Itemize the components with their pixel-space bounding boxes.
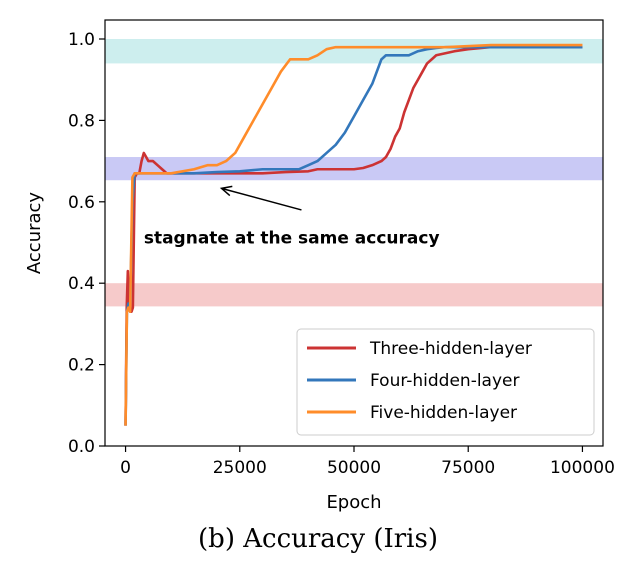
x-tick-label: 75000 bbox=[441, 458, 495, 478]
accuracy-band-1 bbox=[105, 39, 603, 64]
x-tick-label: 0 bbox=[120, 458, 131, 478]
y-tick-label: 0.0 bbox=[68, 437, 95, 457]
accuracy-chart: 0 25000 50000 75000 100000 0.0 0.2 0.4 0.6 0.8 1.… bbox=[24, 19, 615, 513]
legend-item: Four-hidden-layer bbox=[307, 371, 519, 391]
annotation-text: stagnate at the same accuracy bbox=[144, 229, 440, 249]
legend-item: Five-hidden-layer bbox=[307, 403, 517, 423]
y-tick-label: 1.0 bbox=[68, 30, 95, 50]
legend-label: Three-hidden-layer bbox=[369, 339, 532, 359]
legend: Three-hidden-layer Four-hidden-layer Five-… bbox=[296, 328, 595, 436]
legend-label: Four-hidden-layer bbox=[370, 371, 519, 391]
x-tick-label: 100000 bbox=[550, 458, 615, 478]
x-axis-label: Epoch bbox=[326, 492, 381, 513]
accuracy-band-3 bbox=[105, 283, 603, 307]
y-tick-label: 0.8 bbox=[68, 111, 95, 131]
legend-box bbox=[296, 328, 595, 436]
annotation-arrow bbox=[221, 187, 302, 211]
y-axis-label: Accuracy bbox=[24, 192, 45, 275]
annotation-arrowhead bbox=[219, 185, 233, 197]
x-tick-label: 25000 bbox=[213, 458, 267, 478]
annotation: stagnate at the same accuracy bbox=[144, 185, 440, 249]
y-axis-ticks: 0.0 0.2 0.4 0.6 0.8 1.0 bbox=[68, 30, 105, 457]
legend-item: Three-hidden-layer bbox=[307, 339, 532, 359]
y-tick-label: 0.6 bbox=[68, 193, 95, 213]
series-lines bbox=[124, 43, 583, 426]
x-tick-label: 50000 bbox=[327, 458, 381, 478]
series-line-3 bbox=[124, 43, 583, 426]
figure-caption: (b) Accuracy (Iris) bbox=[198, 524, 438, 554]
x-axis-ticks: 0 25000 50000 75000 100000 bbox=[120, 446, 615, 478]
legend-label: Five-hidden-layer bbox=[370, 403, 517, 423]
y-tick-label: 0.2 bbox=[68, 356, 95, 376]
y-tick-label: 0.4 bbox=[68, 274, 95, 294]
